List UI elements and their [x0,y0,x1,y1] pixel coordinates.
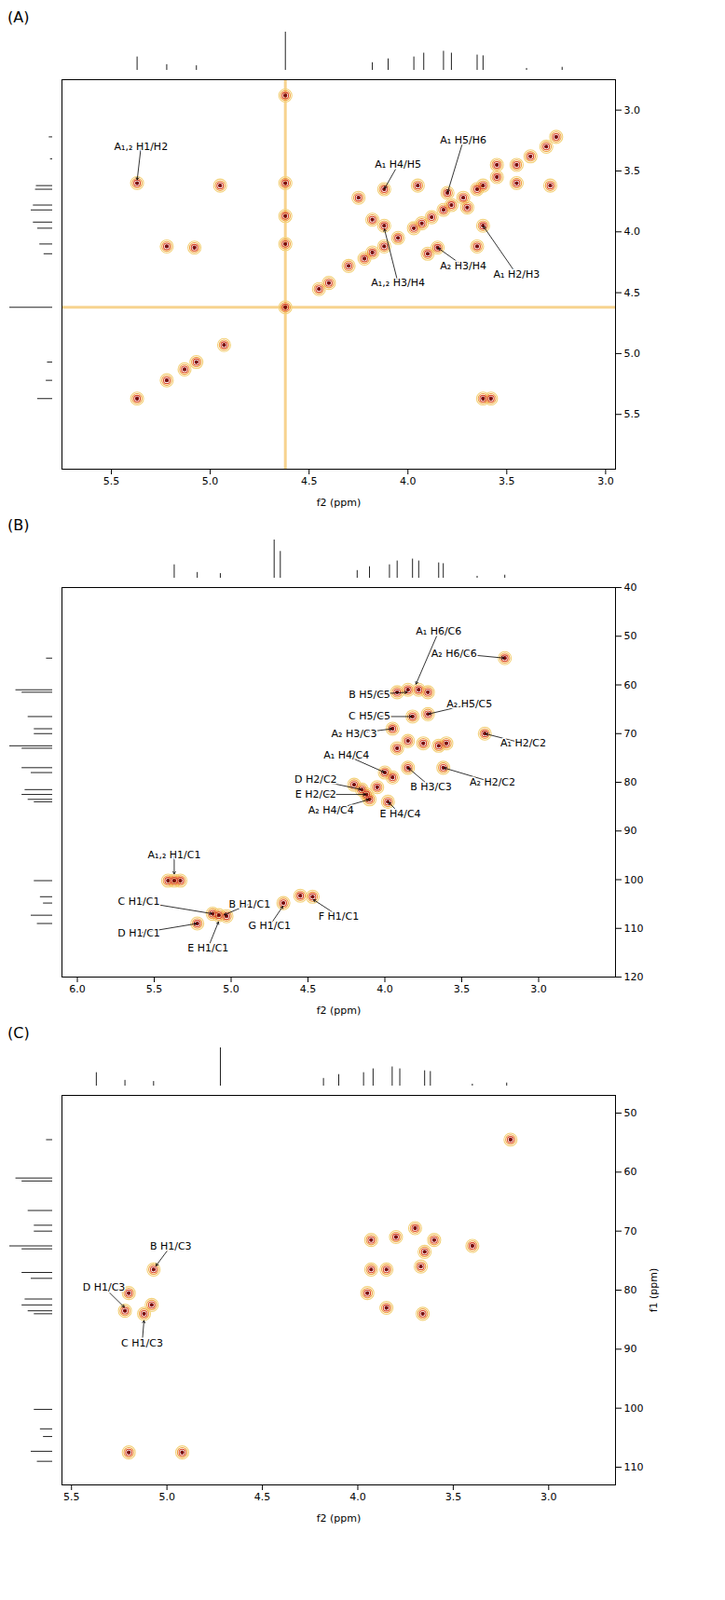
svg-text:f2 (ppm): f2 (ppm) [316,496,362,509]
svg-text:A₁ H2/H3: A₁ H2/H3 [493,268,541,281]
svg-text:5.0: 5.0 [222,983,240,996]
svg-text:A₂ H5/C5: A₂ H5/C5 [446,697,493,711]
svg-text:D H2/C2: D H2/C2 [294,773,338,786]
svg-text:3.5: 3.5 [624,164,642,178]
svg-text:4.0: 4.0 [376,983,394,996]
svg-text:D H1/C1: D H1/C1 [117,927,161,940]
svg-text:A₂ H6/C6: A₂ H6/C6 [431,647,478,660]
svg-text:90: 90 [624,1342,638,1355]
svg-text:B H3/C3: B H3/C3 [410,780,452,794]
svg-text:3.0: 3.0 [530,983,548,996]
svg-text:E H1/C1: E H1/C1 [187,942,229,955]
html-text:(A): (A) [7,8,30,27]
html-text:(C): (C) [7,1024,30,1042]
svg-text:G H1/C1: G H1/C1 [247,919,291,932]
svg-text:A₂ H3/C3: A₂ H3/C3 [330,727,377,740]
svg-text:5.0: 5.0 [158,1491,176,1504]
svg-text:f2 (ppm): f2 (ppm) [316,1512,362,1525]
svg-text:50: 50 [624,629,638,643]
svg-text:3.0: 3.0 [540,1491,558,1504]
svg-text:A₁ H6/C6: A₁ H6/C6 [415,625,462,638]
svg-text:B H5/C5: B H5/C5 [348,688,391,701]
svg-text:A₁ H2/C2: A₁ H2/C2 [500,737,547,750]
svg-text:4.5: 4.5 [300,475,318,488]
svg-text:C H1/C1: C H1/C1 [118,895,161,908]
svg-text:A₁ H4/H5: A₁ H4/H5 [374,158,422,171]
svg-text:D H1/C3: D H1/C3 [82,1281,126,1294]
svg-text:110: 110 [624,1461,644,1474]
svg-text:40: 40 [624,581,638,594]
svg-text:3.5: 3.5 [453,983,471,996]
svg-text:B H1/C3: B H1/C3 [150,1240,192,1253]
svg-text:3.0: 3.0 [597,475,615,488]
svg-text:100: 100 [624,874,644,887]
svg-text:80: 80 [624,1284,638,1297]
svg-text:A₂ H3/H4: A₂ H3/H4 [439,259,487,273]
svg-text:A₁,₂ H3/H4: A₁,₂ H3/H4 [370,276,425,289]
svg-text:F H1/C1: F H1/C1 [318,910,359,923]
svg-text:70: 70 [624,1225,638,1238]
svg-text:4.0: 4.0 [349,1491,367,1504]
svg-text:110: 110 [624,922,644,935]
svg-text:5.0: 5.0 [624,347,642,360]
svg-text:A₁ H4/C4: A₁ H4/C4 [323,749,370,762]
svg-text:80: 80 [624,776,638,789]
svg-text:100: 100 [624,1402,644,1415]
svg-text:3.0: 3.0 [624,104,642,117]
svg-text:A₂ H4/C4: A₂ H4/C4 [308,804,355,817]
svg-text:60: 60 [624,1165,638,1178]
svg-text:5.5: 5.5 [63,1491,81,1504]
svg-text:120: 120 [624,971,644,984]
svg-text:70: 70 [624,727,638,740]
svg-text:C H1/C3: C H1/C3 [121,1337,164,1350]
svg-text:A₁,₂ H1/H2: A₁,₂ H1/H2 [114,140,169,153]
svg-text:f1 (ppm): f1 (ppm) [647,1268,660,1314]
svg-text:60: 60 [624,679,638,692]
svg-text:4.0: 4.0 [624,225,642,238]
svg-text:4.5: 4.5 [254,1491,272,1504]
svg-text:5.5: 5.5 [103,475,120,488]
html-text:(B): (B) [7,516,30,534]
svg-text:B H1/C1: B H1/C1 [228,898,271,911]
svg-text:5.5: 5.5 [624,408,642,421]
svg-text:50: 50 [624,1107,638,1120]
svg-text:C H5/C5: C H5/C5 [348,710,391,723]
svg-text:E H2/C2: E H2/C2 [295,788,337,801]
svg-text:90: 90 [624,824,638,837]
svg-text:A₁ H5/H6: A₁ H5/H6 [439,134,487,147]
svg-text:3.5: 3.5 [498,475,516,488]
svg-text:5.5: 5.5 [146,983,164,996]
svg-text:4.0: 4.0 [399,475,417,488]
svg-text:5.0: 5.0 [202,475,219,488]
svg-text:E H4/C4: E H4/C4 [379,807,421,821]
svg-text:4.5: 4.5 [300,983,317,996]
svg-text:f2 (ppm): f2 (ppm) [316,1004,362,1017]
svg-text:4.5: 4.5 [624,287,642,300]
svg-text:6.0: 6.0 [68,983,86,996]
svg-text:A₂ H2/C2: A₂ H2/C2 [469,776,516,789]
svg-text:A₁,₂ H1/C1: A₁,₂ H1/C1 [147,848,201,862]
svg-text:3.5: 3.5 [445,1491,463,1504]
